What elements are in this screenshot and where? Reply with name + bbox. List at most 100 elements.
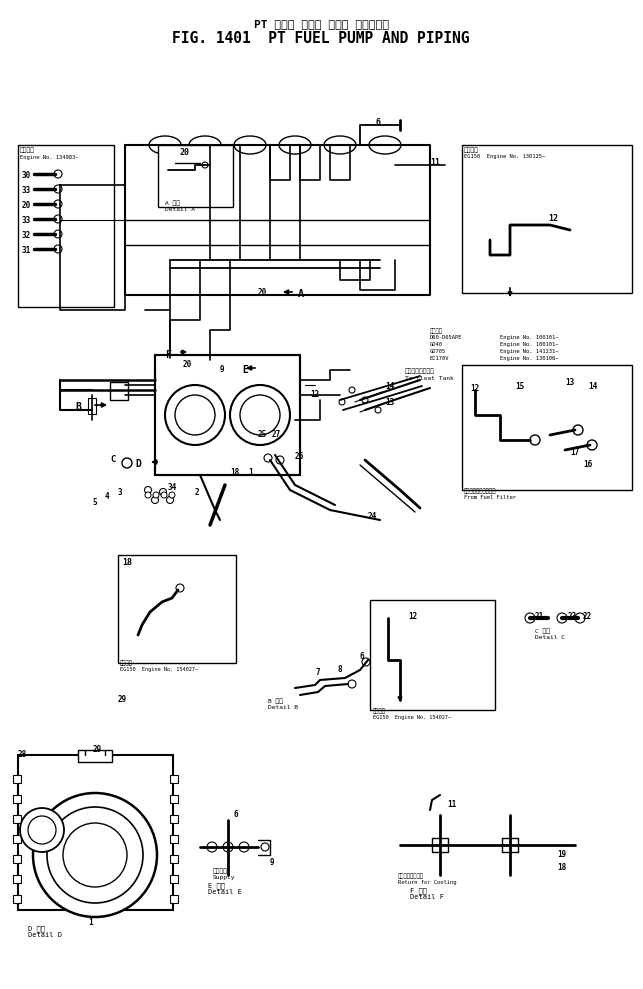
Circle shape — [239, 842, 249, 852]
Circle shape — [54, 245, 62, 253]
Circle shape — [54, 185, 62, 193]
Text: 28: 28 — [18, 750, 27, 759]
Circle shape — [165, 385, 225, 445]
Bar — [170, 875, 178, 883]
Text: 15: 15 — [515, 382, 524, 391]
Text: 20: 20 — [180, 148, 190, 157]
Text: サプライ: サプライ — [213, 868, 228, 873]
Text: EG150  Engine No. 154027~: EG150 Engine No. 154027~ — [120, 667, 198, 672]
Bar — [13, 815, 21, 823]
Text: Detail A: Detail A — [165, 207, 195, 212]
Circle shape — [122, 458, 132, 468]
Ellipse shape — [234, 136, 266, 154]
Text: Engine No. 141231~: Engine No. 141231~ — [500, 349, 559, 354]
Text: 6: 6 — [360, 652, 365, 661]
Text: 4: 4 — [105, 492, 109, 501]
Circle shape — [161, 492, 167, 498]
Text: 19: 19 — [557, 850, 566, 859]
Circle shape — [575, 613, 585, 623]
Bar — [13, 895, 21, 903]
Circle shape — [54, 215, 62, 223]
Text: Detail F: Detail F — [410, 894, 444, 900]
Circle shape — [145, 492, 151, 498]
Text: D: D — [135, 459, 141, 469]
Text: Return for Cooling: Return for Cooling — [398, 880, 457, 885]
Bar — [13, 835, 21, 843]
Text: 1: 1 — [248, 468, 253, 477]
Text: E 詳細: E 詳細 — [208, 882, 225, 888]
Bar — [170, 795, 178, 803]
Text: B: B — [75, 402, 81, 412]
Text: C: C — [110, 455, 115, 464]
Circle shape — [175, 395, 215, 435]
Text: D60-D65APE: D60-D65APE — [430, 335, 462, 340]
Bar — [462, 365, 632, 490]
Text: 22: 22 — [583, 612, 592, 621]
Text: 11: 11 — [447, 800, 457, 809]
Circle shape — [63, 823, 127, 887]
Text: 26: 26 — [295, 452, 304, 461]
Text: 24: 24 — [368, 512, 377, 521]
Text: 21: 21 — [535, 612, 544, 621]
Text: PT フェル ポンプ および パイピング: PT フェル ポンプ および パイピング — [253, 19, 388, 29]
Text: Detail B: Detail B — [268, 705, 298, 710]
Circle shape — [153, 492, 159, 498]
Text: 12: 12 — [408, 612, 417, 621]
Bar — [110, 382, 128, 400]
Text: 適用番号: 適用番号 — [430, 328, 443, 333]
Text: E: E — [242, 365, 248, 375]
Text: 7: 7 — [315, 668, 320, 677]
Circle shape — [339, 399, 345, 405]
Bar — [13, 855, 21, 863]
Text: 14: 14 — [588, 382, 597, 391]
Text: 9: 9 — [220, 365, 224, 374]
Text: 13: 13 — [565, 378, 574, 387]
Text: 2: 2 — [195, 488, 199, 497]
Circle shape — [348, 680, 356, 688]
Circle shape — [573, 425, 583, 435]
Text: 25: 25 — [258, 430, 267, 439]
Text: 適用番号: 適用番号 — [373, 708, 386, 714]
Circle shape — [230, 385, 290, 445]
Text: Engine No. 134983~: Engine No. 134983~ — [20, 155, 78, 160]
Bar — [118, 555, 236, 663]
Text: Engine No. 100101~: Engine No. 100101~ — [500, 335, 559, 340]
Text: F 詳細: F 詳細 — [410, 887, 427, 894]
Text: 5: 5 — [92, 498, 96, 507]
Text: C 詳細: C 詳細 — [535, 628, 550, 634]
Text: 6: 6 — [233, 810, 238, 819]
Circle shape — [54, 170, 62, 178]
Circle shape — [33, 793, 157, 917]
Text: 27: 27 — [272, 430, 281, 439]
Text: 13: 13 — [385, 398, 394, 407]
Text: Detail D: Detail D — [28, 932, 62, 938]
Circle shape — [375, 407, 381, 413]
Text: 20: 20 — [22, 201, 32, 210]
Text: A: A — [298, 289, 304, 299]
Circle shape — [276, 456, 284, 464]
Text: 6: 6 — [375, 118, 380, 127]
Text: 12: 12 — [470, 384, 479, 393]
Text: 1: 1 — [88, 918, 93, 927]
Circle shape — [557, 613, 567, 623]
Text: GD705: GD705 — [430, 349, 446, 354]
Bar — [170, 835, 178, 843]
Text: FIG. 1401  PT FUEL PUMP AND PIPING: FIG. 1401 PT FUEL PUMP AND PIPING — [172, 31, 470, 45]
Circle shape — [47, 807, 143, 903]
Text: GD40: GD40 — [430, 342, 443, 347]
Text: 20: 20 — [258, 288, 267, 297]
Text: 9: 9 — [270, 858, 275, 867]
Ellipse shape — [189, 136, 221, 154]
Text: 18: 18 — [122, 558, 132, 567]
Text: From Fuel Filter: From Fuel Filter — [464, 495, 516, 500]
Circle shape — [525, 613, 535, 623]
Text: 8: 8 — [338, 665, 343, 674]
Text: 20: 20 — [183, 360, 192, 369]
Bar — [13, 795, 21, 803]
Ellipse shape — [369, 136, 401, 154]
Text: 33: 33 — [22, 186, 32, 195]
Bar — [18, 145, 114, 307]
Text: EG150  Engine No. 154027~: EG150 Engine No. 154027~ — [373, 715, 451, 720]
Circle shape — [28, 816, 56, 844]
Circle shape — [159, 489, 167, 495]
